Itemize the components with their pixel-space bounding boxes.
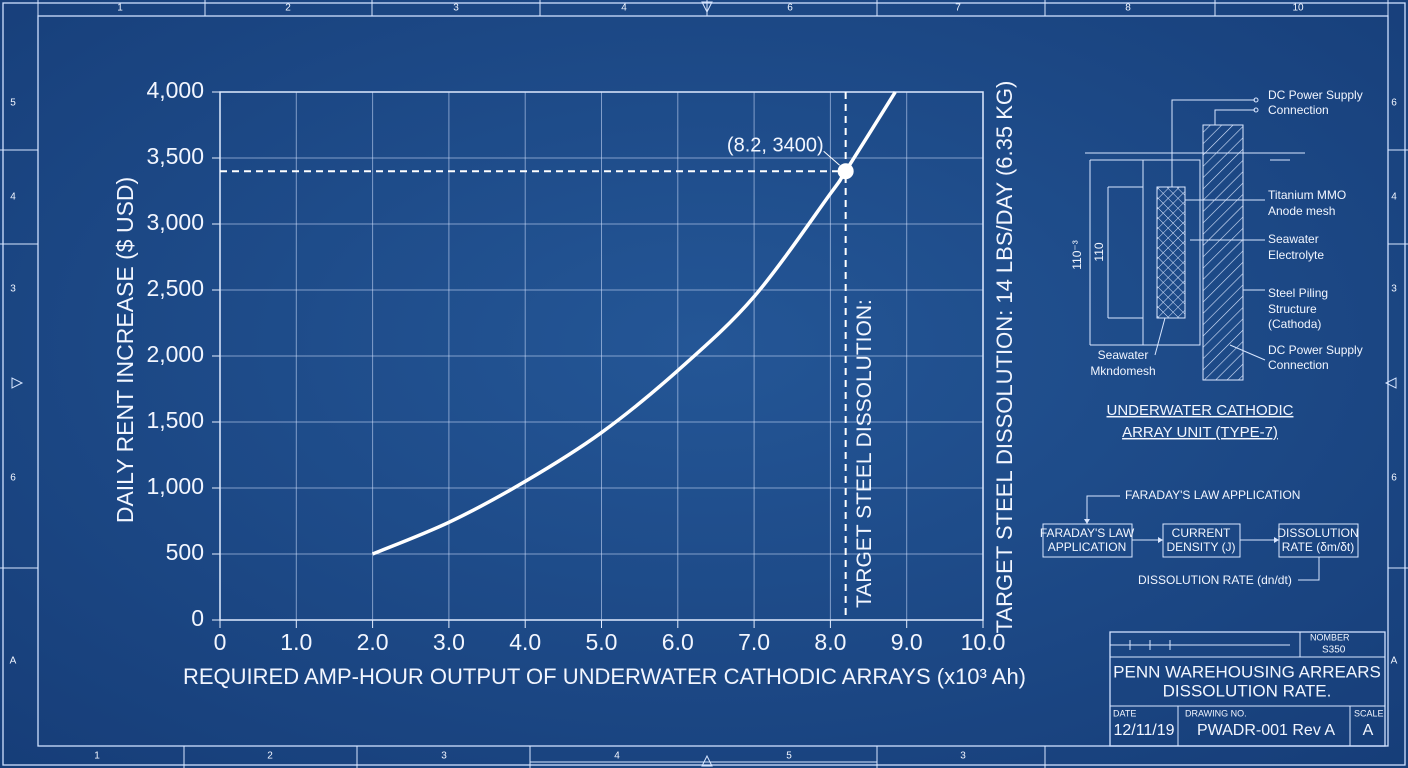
border-label: 3 — [453, 3, 459, 14]
scale-value: A — [1363, 722, 1374, 739]
flow-note: FARADAY'S LAW APPLICATION — [1125, 488, 1300, 502]
diagram-label: Electrolyte — [1268, 248, 1324, 262]
border-label: A — [1391, 656, 1398, 667]
diagram-label: Titanium MMO — [1268, 188, 1346, 202]
x-tick-label: 3.0 — [433, 629, 465, 655]
data-line — [371, 91, 897, 556]
diagram-label: Steel Piling — [1268, 286, 1328, 300]
border-label: 3 — [960, 751, 966, 762]
y-tick-label: 2,000 — [146, 341, 204, 367]
flow-box-text: FARADAY'S LAW — [1040, 526, 1135, 540]
diagram-label: Anode mesh — [1268, 204, 1335, 218]
y-tick-label: 1,000 — [146, 473, 204, 499]
x-tick-label: 7.0 — [738, 629, 770, 655]
border-label: 4 — [10, 192, 16, 203]
border-label: 8 — [1125, 3, 1131, 14]
annotation-line-label: TARGET STEEL DISSOLUTION: — [853, 299, 876, 608]
drawing-label: DRAWING NO. — [1185, 708, 1247, 718]
y-tick-label: 2,500 — [146, 275, 204, 301]
x-tick-label: 6.0 — [662, 629, 694, 655]
x-tick-label: 5.0 — [586, 629, 618, 655]
flow-diagram: FARADAY'S LAW APPLICATION FARADAY'S LAW … — [1040, 488, 1359, 587]
annotation-label: (8.2, 3400) — [727, 134, 824, 156]
border-label: 3 — [1391, 284, 1397, 295]
annotation-point — [837, 163, 854, 180]
border-label: 1 — [94, 751, 100, 762]
title-block: NOMBER S350 PENN WAREHOUSING ARREARS DIS… — [1109, 631, 1386, 747]
number-label: NOMBER — [1310, 632, 1350, 642]
x-tick-label: 0 — [214, 629, 227, 655]
diagram-label: Connection — [1268, 103, 1329, 117]
border-label: 4 — [614, 751, 620, 762]
border-label: 10 — [1292, 3, 1304, 14]
diagram-label: Connection — [1268, 358, 1329, 372]
diagram-label: Seawater — [1268, 232, 1319, 246]
x-tick-label: 8.0 — [814, 629, 846, 655]
border-label: 6 — [1391, 473, 1397, 484]
flow-box-text: DENSITY (J) — [1166, 540, 1235, 554]
border-label: 6 — [1391, 98, 1397, 109]
drawing-number: PWADR-001 Rev A — [1197, 722, 1335, 739]
chart: 0 500 1,000 1,500 2,000 2,500 3,000 3,500 4,000 0… — [112, 77, 1026, 689]
diagram-label: Structure — [1268, 302, 1317, 316]
x-tick-label: 1.0 — [280, 629, 312, 655]
scale-label: SCALE — [1354, 708, 1384, 718]
diagram-label: DC Power Supply — [1268, 343, 1363, 357]
x-tick-label: 4.0 — [509, 629, 541, 655]
border-label: 4 — [621, 3, 627, 14]
border-label: 7 — [955, 3, 961, 14]
side-label: TARGET STEEL DISSOLUTION: 14 LBS/DAY (6.… — [992, 81, 1017, 634]
y-tick-label: 0 — [191, 605, 204, 631]
y-axis-label: DAILY RENT INCREASE ($ USD) — [112, 177, 138, 523]
y-tick-label: 3,000 — [146, 209, 204, 235]
diagram-caption: ARRAY UNIT (TYPE-7) — [1122, 424, 1278, 441]
date-value: 12/11/19 — [1113, 722, 1174, 739]
diagram-caption: UNDERWATER CATHODIC — [1107, 402, 1294, 419]
border-label: 3 — [10, 284, 16, 295]
border-label: 5 — [10, 98, 16, 109]
border-label: 3 — [441, 751, 447, 762]
border-label: A — [10, 656, 17, 667]
diagram-label: Seawater — [1098, 348, 1149, 362]
flow-box-text: RATE (δm/δt) — [1282, 540, 1354, 554]
y-tick-label: 3,500 — [146, 143, 204, 169]
border-label: 4 — [1391, 192, 1397, 203]
date-label: DATE — [1113, 708, 1136, 718]
border-label: 5 — [786, 751, 792, 762]
y-tick-label: 500 — [166, 539, 204, 565]
dimension-label: 110⁻³ — [1070, 240, 1084, 269]
diagram-label: DC Power Supply — [1268, 88, 1363, 102]
dimension-label: 110 — [1092, 242, 1106, 261]
flow-box-text: APPLICATION — [1048, 540, 1126, 554]
border-label: 2 — [267, 751, 273, 762]
x-tick-label: 10.0 — [961, 629, 1006, 655]
border-label: 6 — [787, 3, 793, 14]
cathodic-diagram: DC Power Supply Connection Titanium MMO … — [1070, 88, 1363, 441]
x-axis-label: REQUIRED AMP-HOUR OUTPUT OF UNDERWATER C… — [183, 664, 1026, 689]
border-label: 6 — [10, 473, 16, 484]
number-value: S350 — [1322, 645, 1346, 656]
border-label: 2 — [285, 3, 291, 14]
flow-box-text: DISSOLUTION — [1277, 526, 1358, 540]
flow-box-text: CURRENT — [1172, 526, 1231, 540]
x-tick-label: 9.0 — [891, 629, 923, 655]
x-tick-label: 2.0 — [357, 629, 389, 655]
border-label: 1 — [117, 3, 123, 14]
annotation-leader — [823, 150, 840, 166]
drawing-title: PENN WAREHOUSING ARREARS — [1113, 662, 1381, 681]
diagram-label: (Cathoda) — [1268, 317, 1321, 331]
diagram-label: Mkndomesh — [1090, 364, 1155, 378]
drawing-title: DISSOLUTION RATE. — [1163, 681, 1332, 700]
y-tick-label: 4,000 — [146, 77, 204, 103]
flow-note: DISSOLUTION RATE (dn/dt) — [1138, 573, 1292, 587]
y-tick-label: 1,500 — [146, 407, 204, 433]
